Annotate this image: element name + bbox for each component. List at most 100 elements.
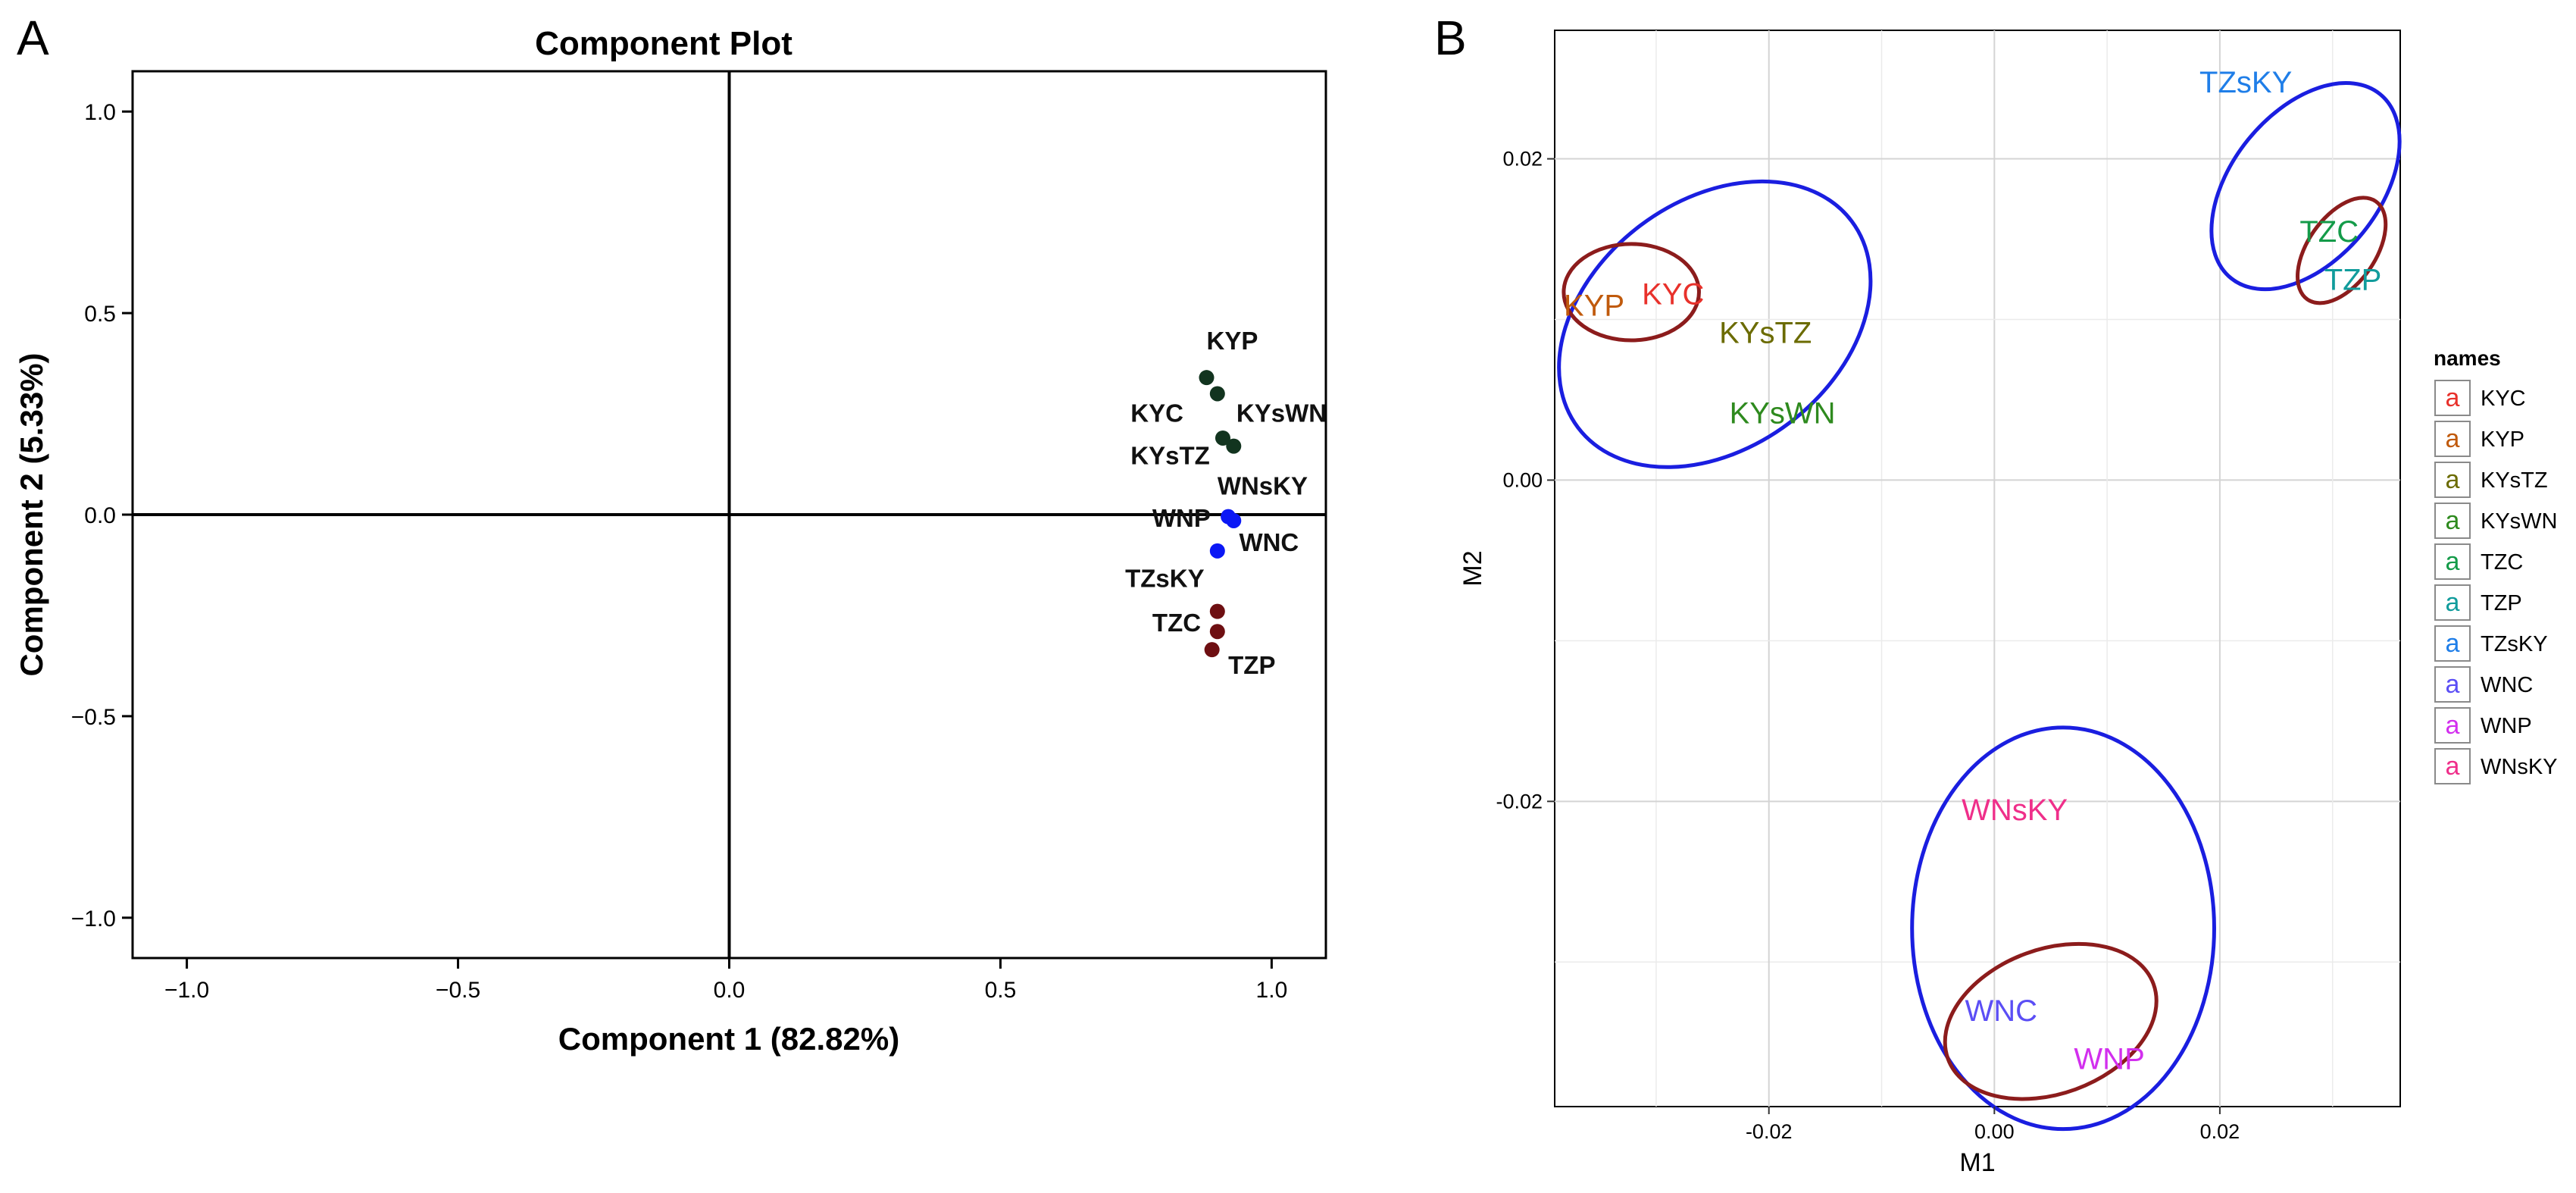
panel-a-point-kyswn (1215, 430, 1230, 446)
panel-b-x-tick-label: 0.00 (1974, 1120, 2015, 1143)
legend-label-kyc: KYC (2481, 387, 2526, 411)
panel-a-label-tzsky: TZsKY (1125, 565, 1205, 593)
legend-glyph: a (2446, 752, 2460, 781)
panel-b-point-wnc: WNC (1965, 994, 2037, 1028)
panel-a-x-tick-label: 0.5 (985, 978, 1017, 1003)
legend-glyph: a (2446, 711, 2460, 740)
panel-a-label-tzp: TZP (1228, 651, 1275, 679)
panel-b-point-kyp: KYP (1564, 289, 1624, 322)
legend-key-wnsky (2434, 748, 2471, 784)
panel-b-x-axis-label: M1 (1959, 1148, 1995, 1177)
legend-key-kyswn (2434, 503, 2471, 539)
panel-b-point-wnp: WNP (2074, 1042, 2144, 1076)
panel-b-point-wnsky: WNsKY (1962, 794, 2068, 827)
legend-title: names (2434, 346, 2501, 370)
legend-label-tzc: TZC (2481, 550, 2523, 575)
legend-glyph: a (2446, 547, 2460, 576)
panel-b-ellipse-tz (2209, 81, 2402, 292)
panel-b-ellipse-wn (1910, 725, 2216, 1132)
panel-a-x-tick-label: 0.0 (714, 978, 746, 1003)
panel-a-y-ticks: 1.0 0.5 0.0 −0.5 −1.0 (71, 100, 133, 932)
panel-b-plot-frame (1554, 30, 2401, 1107)
panel-a-x-ticks: −1.0 −0.5 0.0 0.5 1.0 (164, 958, 1287, 1003)
panel-a-point-tzc (1209, 624, 1225, 640)
legend-key-kyp (2434, 421, 2471, 457)
panel-b: B KYC KYP KYsTZ KYsWN TZC TZP TZsKY WNC WNP WNsKY… (1434, 11, 2558, 1177)
panel-a-x-tick-label: −1.0 (164, 978, 209, 1003)
panel-a-y-tick-label: −0.5 (71, 705, 116, 730)
legend-label-kyswn: KYsWN (2481, 509, 2558, 534)
panel-a-label-kyp: KYP (1207, 327, 1258, 355)
panel-a-point-wnc (1209, 543, 1225, 559)
panel-a-point-wnp (1226, 512, 1242, 528)
panel-a-y-tick-label: 0.5 (84, 302, 116, 327)
panel-b-x-ticks: -0.02 0.00 0.02 (1746, 1107, 2240, 1143)
legend-glyph: a (2446, 588, 2460, 617)
panel-b-x-tick-label: -0.02 (1746, 1120, 1793, 1143)
legend-glyph: a (2446, 629, 2460, 658)
legend-key-wnp (2434, 707, 2471, 744)
panel-b-ellipse-tz (2296, 196, 2388, 305)
panel-b-y-tick-label: -0.02 (1496, 790, 1543, 813)
panel-b-label: B (1434, 11, 1467, 65)
panel-b-point-kystz: KYsTZ (1719, 316, 1812, 349)
panel-b-point-kyswn: KYsWN (1730, 396, 1836, 430)
panel-a-point-kyc (1209, 386, 1225, 402)
panel-b-y-ticks: 0.02 0.00 -0.02 (1496, 148, 1555, 813)
panel-a-label: A (17, 11, 49, 65)
panel-b-y-axis-label: M2 (1458, 550, 1487, 586)
panel-a-x-axis-label: Component 1 (82.82%) (558, 1021, 899, 1057)
panel-a-y-axis-label: Component 2 (5.33%) (14, 352, 49, 676)
legend-key-tzp (2434, 584, 2471, 621)
panel-b-point-kyc: KYC (1642, 278, 1704, 312)
panel-b-point-tzsky: TZsKY (2199, 66, 2292, 99)
legend-key-wnc (2434, 666, 2471, 703)
panel-a-label-tzc: TZC (1152, 609, 1201, 637)
panel-a-point-kystz (1226, 438, 1242, 454)
panel-a-label-wnsky: WNsKY (1218, 471, 1308, 499)
panel-b-ellipse-ky (1557, 179, 1873, 469)
legend-label-kyp: KYP (2481, 427, 2524, 452)
legend-label-wnsky: WNsKY (2481, 755, 2558, 779)
panel-b-y-tick-label: 0.00 (1502, 468, 1543, 491)
legend-label-tzsky: TZsKY (2481, 632, 2548, 656)
panel-b-x-tick-label: 0.02 (2200, 1120, 2240, 1143)
panel-b-group-ellipses (1557, 81, 2402, 1132)
panel-a-points (1199, 370, 1242, 658)
panel-a-x-tick-label: −0.5 (436, 978, 480, 1003)
legend-label-wnc: WNC (2481, 673, 2533, 697)
legend-key-tzc (2434, 543, 2471, 580)
legend-glyph: a (2446, 506, 2460, 535)
panel-a-label-kystz: KYsTZ (1130, 442, 1210, 470)
panel-b-y-tick-label: 0.02 (1502, 148, 1543, 171)
panel-a-point-tzp (1204, 642, 1220, 658)
legend-label-tzp: TZP (2481, 591, 2522, 615)
panel-a: A Component Plot −1.0 −0.5 0.0 0.5 1.0 1.0 0.… (14, 11, 1327, 1057)
panel-a-point-kyp (1199, 370, 1215, 386)
panel-a-x-tick-label: 1.0 (1256, 978, 1288, 1003)
panel-b-point-tzp: TZP (2324, 264, 2382, 297)
panel-b-ellipse-ky (1562, 242, 1701, 343)
panel-a-y-tick-label: −1.0 (71, 906, 116, 932)
panel-b-legend: names a KYC a KYP a KYsTZ a KYsWN a TZC a TZP a TZsKY… (2434, 346, 2558, 784)
panel-a-y-tick-label: 0.0 (84, 503, 116, 528)
panel-b-gridlines (1555, 30, 2400, 1107)
legend-key-kyc (2434, 380, 2471, 416)
legend-glyph: a (2446, 384, 2460, 412)
legend-glyph: a (2446, 424, 2460, 453)
panel-a-y-tick-label: 1.0 (84, 100, 116, 125)
panel-b-point-tzc: TZC (2299, 215, 2359, 249)
panel-b-text-points: KYC KYP KYsTZ KYsWN TZC TZP TZsKY WNC WNP WNsKY (1564, 66, 2381, 1076)
panel-a-label-kyc: KYC (1130, 399, 1183, 427)
panel-a-point-tzsky (1209, 603, 1225, 619)
legend-key-tzsky (2434, 625, 2471, 662)
panel-a-label-wnp: WNP (1152, 504, 1211, 532)
legend-label-kystz: KYsTZ (2481, 468, 2548, 493)
panel-a-label-wnc: WNC (1239, 528, 1299, 556)
panel-a-title: Component Plot (535, 25, 792, 62)
legend-glyph: a (2446, 465, 2460, 494)
panel-b-ellipse-wn (1943, 941, 2159, 1101)
